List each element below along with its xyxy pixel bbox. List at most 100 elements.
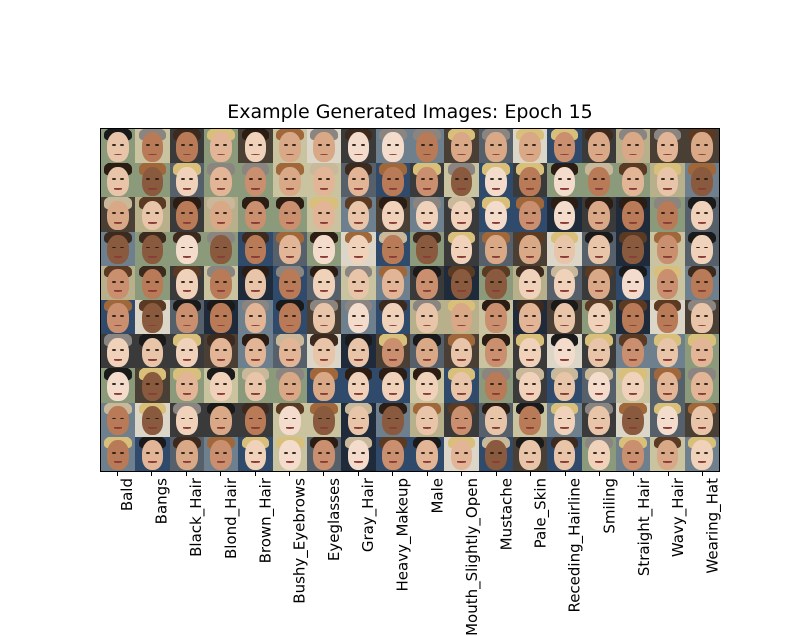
face-image: [375, 231, 410, 266]
face-eye: [626, 212, 632, 215]
face-image: [684, 163, 719, 198]
face-eye: [661, 417, 666, 420]
face-eye: [180, 417, 185, 420]
face-image: [650, 129, 685, 164]
face-mouth: [285, 358, 294, 361]
face-eye: [703, 144, 708, 146]
face-image: [478, 231, 513, 266]
face-eye: [463, 315, 468, 317]
face-eye: [146, 315, 151, 317]
face-mouth: [114, 427, 123, 429]
face-image: [101, 300, 136, 335]
face-eye: [695, 417, 700, 420]
face-eye: [703, 315, 708, 317]
face-image: [581, 436, 616, 471]
face-image: [650, 436, 685, 471]
face-eye: [635, 315, 640, 317]
x-axis-label-text: Black_Hair: [187, 478, 206, 557]
face-image: [409, 436, 445, 471]
face-mouth: [251, 222, 260, 224]
face-image: [272, 300, 307, 335]
face-skin: [519, 132, 542, 162]
face-eye: [600, 280, 605, 283]
face-mouth: [594, 290, 603, 293]
face-skin: [690, 406, 713, 436]
face-skin: [244, 337, 267, 367]
face-mouth: [148, 324, 157, 327]
face-eye: [394, 349, 399, 351]
face-eye: [291, 315, 296, 317]
face-mouth: [251, 461, 260, 464]
face-image: [581, 402, 616, 437]
face-mouth: [182, 324, 191, 327]
face-image: [444, 231, 479, 266]
face-image: [409, 197, 445, 232]
face-skin: [622, 337, 645, 367]
face-eye: [394, 451, 399, 454]
face-skin: [107, 406, 130, 436]
face-mouth: [629, 256, 638, 258]
face-skin: [107, 269, 130, 299]
face-image: [272, 197, 307, 232]
face-skin: [244, 200, 267, 231]
x-axis-tick: [254, 472, 256, 476]
face-skin: [175, 235, 198, 265]
face-eye: [317, 383, 323, 386]
face-image: [512, 197, 548, 232]
face-eye: [626, 246, 632, 249]
face-skin: [587, 200, 610, 231]
face-eye: [257, 246, 262, 249]
face-mouth: [354, 461, 363, 464]
face-eye: [394, 280, 399, 283]
face-eye: [214, 315, 220, 317]
face-eye: [523, 212, 529, 215]
face-skin: [450, 269, 473, 299]
face-skin: [210, 303, 233, 333]
face-eye: [695, 144, 700, 146]
face-eye: [180, 178, 185, 180]
face-image: [409, 265, 445, 300]
face-eye: [592, 417, 597, 420]
face-eye: [429, 212, 434, 215]
face-image: [615, 300, 651, 335]
face-mouth: [594, 153, 603, 156]
face-skin: [278, 269, 301, 299]
face-eye: [558, 451, 563, 454]
face-mouth: [423, 427, 432, 429]
face-skin: [244, 406, 267, 436]
face-eye: [291, 246, 296, 249]
face-mouth: [217, 324, 226, 327]
face-image: [684, 129, 719, 164]
face-image: [169, 402, 204, 437]
face-eye: [703, 349, 708, 351]
face-mouth: [560, 256, 569, 258]
face-eye: [223, 417, 228, 420]
face-eye: [600, 212, 605, 215]
face-mouth: [285, 461, 294, 464]
face-skin: [107, 166, 130, 196]
face-eye: [626, 280, 632, 283]
face-skin: [175, 200, 198, 231]
face-image: [238, 436, 273, 471]
face-eye: [558, 315, 563, 317]
face-eye: [532, 383, 537, 386]
face-mouth: [320, 427, 329, 429]
face-eye: [497, 178, 502, 180]
face-mouth: [457, 358, 466, 361]
face-mouth: [697, 358, 706, 361]
face-skin: [175, 371, 198, 402]
face-eye: [489, 383, 494, 386]
face-eye: [257, 280, 262, 283]
face-mouth: [251, 187, 260, 190]
face-skin: [210, 269, 233, 299]
face-eye: [592, 144, 597, 146]
face-eye: [703, 383, 708, 386]
face-eye: [154, 246, 159, 249]
face-eye: [455, 212, 460, 215]
face-image: [547, 402, 582, 437]
face-mouth: [251, 324, 260, 327]
face-eye: [223, 246, 228, 249]
face-eye: [154, 144, 159, 146]
face-mouth: [629, 461, 638, 464]
face-eye: [111, 417, 117, 420]
